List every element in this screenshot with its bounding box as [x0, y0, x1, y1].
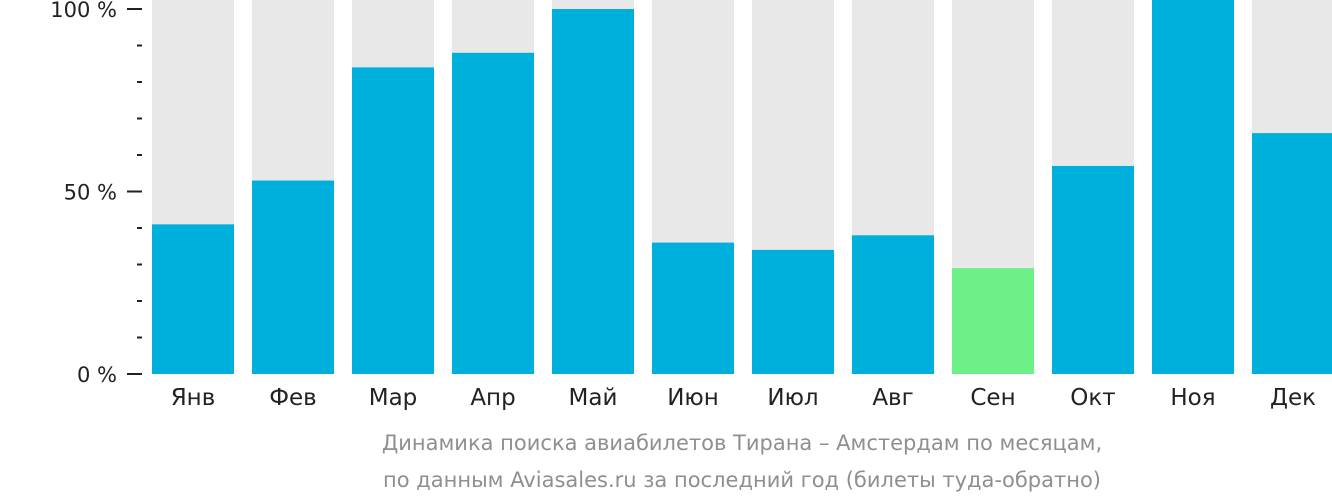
x-tick-label: Июл [767, 385, 818, 411]
bar-12 [1252, 133, 1332, 374]
bar-8 [852, 235, 934, 374]
bar-7 [752, 249, 834, 374]
x-tick-label: Май [569, 385, 618, 411]
x-tick-label: Апр [470, 385, 515, 411]
x-tick-label: Фев [269, 385, 317, 411]
y-tick-label: 50 % [64, 181, 117, 205]
x-tick-label: Июн [667, 385, 719, 411]
chart-caption-line-2: по данным Aviasales.ru за последний год … [383, 468, 1101, 492]
x-tick-label: Дек [1270, 385, 1316, 411]
bar-5 [552, 9, 634, 374]
chart-caption-line-1: Динамика поиска авиабилетов Тирана – Амс… [381, 431, 1103, 455]
y-tick-label: 0 % [77, 363, 117, 387]
bar-11 [1152, 0, 1234, 374]
y-tick-label: 100 % [50, 0, 117, 22]
x-tick-label: Ноя [1170, 385, 1215, 411]
bar-4 [452, 52, 534, 375]
x-tick-label: Сен [970, 385, 1015, 411]
bar-9 [952, 268, 1034, 374]
x-tick-label: Окт [1070, 385, 1115, 411]
value-bars [152, 0, 1332, 375]
y-axis: 0 % 50 % 100 % [50, 0, 142, 387]
x-tick-label: Авг [872, 385, 913, 411]
bar-1 [152, 224, 234, 374]
bar-2 [252, 180, 334, 374]
x-tick-label: Янв [171, 385, 216, 411]
bar-3 [352, 67, 434, 375]
x-tick-label: Мар [369, 385, 418, 411]
x-axis: Янв Фев Мар Апр Май Июн Июл Авг Сен Окт Ноя Дек [171, 385, 1316, 411]
bar-6 [652, 242, 734, 374]
bar-10 [1052, 165, 1134, 374]
